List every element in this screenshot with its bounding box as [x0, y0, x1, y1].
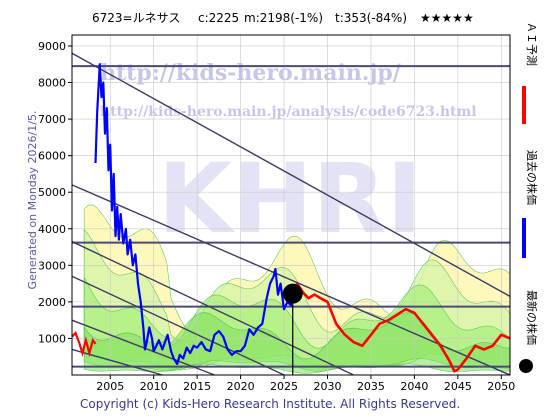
x-tick-label: 2030	[314, 380, 342, 393]
y-tick-label: 4000	[38, 223, 66, 236]
latest-price-marker	[282, 283, 303, 304]
x-tick-label: 2015	[183, 380, 211, 393]
trend-line	[71, 52, 511, 298]
copyright-footer: Copyright (c) Kids-Hero Research Institu…	[80, 397, 460, 411]
chart-header-ma: m:2198(-1%)	[244, 11, 323, 25]
legend: ＡＩ予測 過去の株価 最新の株価	[519, 22, 539, 373]
legend-label-ai-forecast: ＡＩ予測	[525, 22, 539, 66]
watermark-khri: KHRI	[158, 143, 422, 255]
latest-price-marker-group	[282, 283, 303, 375]
watermark-url-large: http://kids-hero.main.jp/	[100, 60, 402, 86]
legend-label-past-price: 過去の株価	[525, 150, 539, 205]
x-tick-label: 2035	[357, 380, 385, 393]
x-tick-label: 2045	[444, 380, 472, 393]
x-axis: 2005 2010 2015 2020 2025 2030 2035 2040 2045 2050	[96, 375, 515, 393]
chart-header-close: c:2225	[198, 11, 239, 25]
y-tick-label: 8000	[38, 77, 66, 90]
legend-item-past-price: 過去の株価	[522, 150, 539, 258]
y-tick-label: 1000	[38, 332, 66, 345]
trend-line	[71, 348, 163, 376]
legend-swatch-ai-forecast	[522, 86, 526, 124]
y-tick-label: 5000	[38, 186, 66, 199]
y-tick-label: 3000	[38, 259, 66, 272]
legend-swatch-latest-price	[519, 359, 533, 373]
x-tick-label: 2020	[227, 380, 255, 393]
chart-header-code: 6723=ルネサス	[92, 11, 180, 25]
x-tick-label: 2010	[140, 380, 168, 393]
y-axis: 1000 2000 3000 4000 5000 6000 7000 8000 9000	[38, 40, 72, 345]
legend-swatch-past-price	[522, 218, 526, 258]
trend-line	[71, 240, 354, 376]
legend-item-ai-forecast: ＡＩ予測	[522, 22, 539, 124]
legend-label-latest-price: 最新の株価	[525, 290, 539, 345]
y-tick-label: 2000	[38, 296, 66, 309]
y-tick-label: 7000	[38, 113, 66, 126]
legend-item-latest-price: 最新の株価	[519, 290, 539, 373]
early-red-segment	[71, 331, 97, 358]
ai-forecast-line	[291, 282, 511, 373]
past-price-line	[94, 63, 294, 366]
chart-header-trend: t:353(-84%)	[335, 11, 407, 25]
watermark-url-small: http://kids-hero.main.jp/analysis/code67…	[100, 104, 477, 120]
trend-line	[71, 275, 285, 376]
price-series	[71, 63, 511, 373]
generated-date-label: Generated on Monday 2026/1/5.	[26, 111, 39, 290]
chart-header-stars: ★★★★★	[420, 11, 474, 25]
trend-line	[71, 319, 215, 376]
y-tick-label: 9000	[38, 40, 66, 53]
horizontal-lines	[72, 65, 510, 368]
x-tick-label: 2005	[96, 380, 124, 393]
x-tick-label: 2025	[270, 380, 298, 393]
plot-frame	[71, 34, 511, 376]
x-tick-label: 2050	[487, 380, 515, 393]
y-tick-label: 6000	[38, 150, 66, 163]
x-tick-label: 2040	[400, 380, 428, 393]
